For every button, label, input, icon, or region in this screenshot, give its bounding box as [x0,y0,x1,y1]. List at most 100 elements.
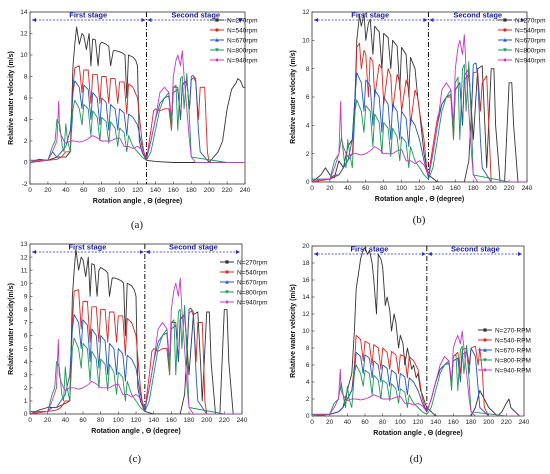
legend-marker-3 [503,48,507,52]
x-tick-label: 80 [380,185,388,192]
x-axis-label: Rotation angle , Θ (degree) [91,428,180,435]
y-tick-label: 14 [20,9,28,16]
series-line-2 [30,307,242,414]
x-tick-label: 220 [504,185,515,192]
series-group [30,26,245,163]
x-axis-label: Rotation angle , Θ (degree) [93,198,182,205]
series-line-2 [30,74,245,163]
legend-label-2: N=670rpm [515,37,546,44]
x-tick-label: 140 [430,419,441,426]
x-tick-label: 80 [379,419,387,426]
x-tick-label: 100 [396,185,407,192]
x-tick-label: 20 [326,185,334,192]
y-axis-label: Relative water velocity (m/s) [8,51,15,145]
legend-label-0: N=270rpm [515,17,546,24]
x-tick-label: 240 [240,187,251,194]
legend-marker-2 [215,38,219,42]
x-tick-label: 20 [326,419,334,426]
x-tick-label: 140 [150,187,161,194]
second-stage-arrow-head-right [521,18,525,22]
legend-label-1: N=540rpm [237,269,268,276]
x-tick-label: 20 [44,417,52,424]
x-tick-label: 100 [114,187,125,194]
y-tick-label: 8 [306,345,310,352]
legend-marker-0 [225,260,229,264]
x-tick-label: 200 [486,185,497,192]
x-tick-label: 240 [519,419,530,426]
x-tick-label: 180 [466,419,477,426]
first-stage-arrow-head-left [314,252,318,256]
y-tick-label: 0 [306,179,310,186]
first-stage-label: First stage [350,245,388,254]
series-line-2 [312,347,524,416]
x-tick-label: 80 [98,187,106,194]
y-tick-label: 5 [24,346,28,353]
legend-marker-4 [215,58,219,62]
x-tick-label: 180 [184,417,195,424]
x-tick-label: 200 [483,419,494,426]
legend-marker-1 [225,270,229,274]
second-stage-arrow-head-left [147,18,152,22]
x-tick-label: 240 [237,417,248,424]
legend-marker-2 [225,280,229,284]
y-tick-label: 11 [21,267,28,274]
second-stage-arrow-head-left [427,252,432,256]
first-stage-label: First stage [69,11,107,20]
x-tick-label: 160 [450,185,461,192]
series-line-3 [30,72,245,163]
x-tick-label: 180 [186,187,197,194]
first-stage-arrow-head-right [423,18,428,22]
legend-label-2: N=670rpm [227,37,258,44]
second-stage-arrow-head-right [518,252,522,256]
y-tick-label: 10 [20,280,28,287]
x-tick-label: 0 [310,419,314,426]
first-stage-arrow-head-left [32,250,36,254]
legend-label-4: N=940rpm [515,57,546,64]
series-line-4 [30,50,245,163]
y-tick-label: 7 [24,320,28,327]
y-tick-label: 0 [306,413,310,420]
y-tick-label: 8 [24,307,28,314]
first-stage-arrow-head-right [421,252,426,256]
chart-panel-0: 0 20 40 60 80 100 120 140 160 180 200 220 240-202468… [8,9,258,231]
y-tick-label: 20 [302,243,310,250]
y-tick-label: 0 [24,411,28,418]
second-stage-arrow-head-right [239,18,243,22]
legend-marker-4 [225,300,229,304]
y-tick-label: 14 [302,294,310,301]
y-tick-label: 8 [24,74,28,81]
legend-marker-2 [483,348,487,352]
first-stage-arrow-head-right [141,18,146,22]
x-tick-label: 160 [168,187,179,194]
second-stage-arrow-head-right [236,250,240,254]
series-group [312,247,524,416]
x-tick-label: 40 [344,185,352,192]
legend-label-1: N=540rpm [227,27,258,34]
y-tick-label: 6 [24,95,28,102]
second-stage-label: Second stage [169,243,218,252]
x-tick-label: 100 [395,419,406,426]
series-line-3 [30,305,242,414]
y-tick-label: 2 [24,385,28,392]
x-tick-label: 60 [361,419,369,426]
legend-label-1: N=540-RPM [495,337,531,344]
x-tick-label: 60 [362,185,370,192]
x-tick-label: 120 [414,185,425,192]
legend-marker-0 [215,18,219,22]
x-tick-label: 140 [432,185,443,192]
series-line-4 [312,34,527,182]
first-stage-label: First stage [351,11,389,20]
second-stage-label: Second stage [171,11,220,20]
legend-marker-0 [503,18,507,22]
y-tick-label: 4 [306,123,310,130]
x-tick-label: 40 [62,187,70,194]
x-tick-label: 20 [44,187,52,194]
legend-label-3: N=800rpm [227,47,258,54]
legend-marker-3 [225,290,229,294]
x-tick-label: 160 [448,419,459,426]
first-stage-label: First stage [68,243,106,252]
second-stage-arrow-head-left [429,18,434,22]
x-tick-label: 220 [501,419,512,426]
x-tick-label: 220 [222,187,233,194]
